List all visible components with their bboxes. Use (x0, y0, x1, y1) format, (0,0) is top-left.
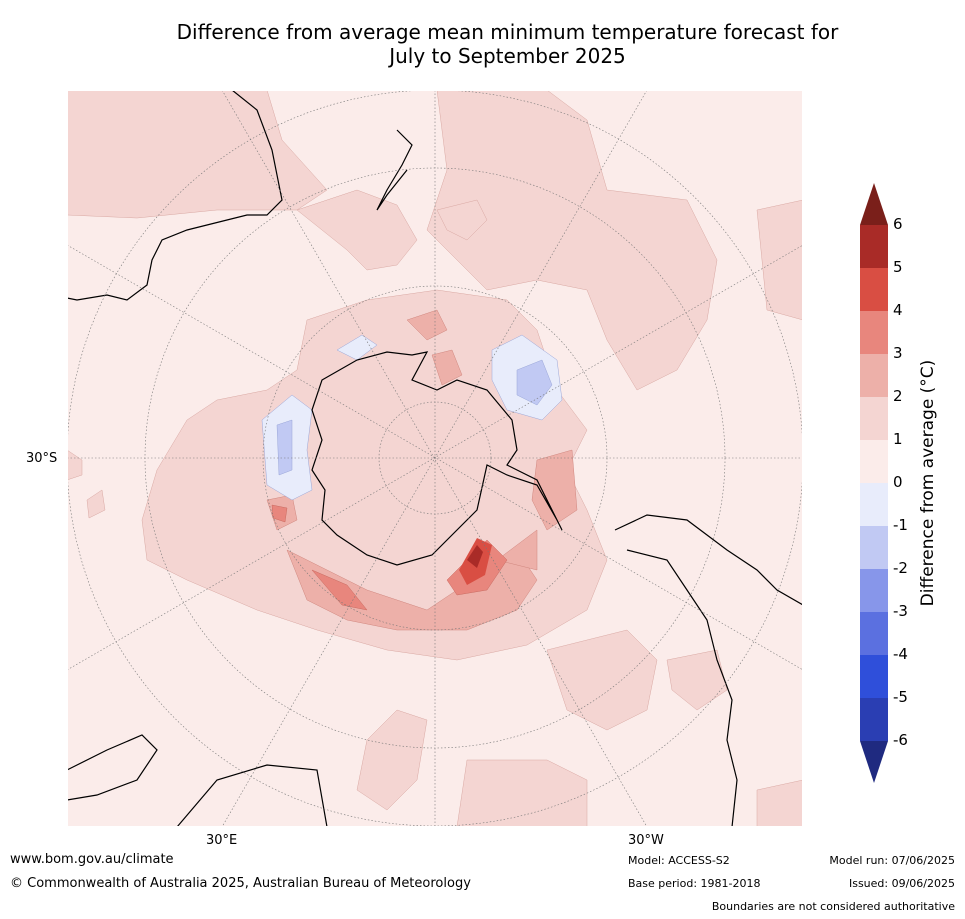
colorbar-bin (860, 311, 888, 354)
lat-label-30s: 30°S (26, 451, 58, 466)
colorbar-bin (860, 268, 888, 311)
footer-copyright: © Commonwealth of Australia 2025, Austra… (10, 876, 471, 891)
colorbar-bin (860, 698, 888, 741)
colorbar-tick-label: 0 (893, 473, 903, 491)
colorbar-tick-label: 1 (893, 430, 903, 448)
colorbar-bin (860, 612, 888, 655)
lon-label-30w: 30°W (628, 833, 664, 848)
colorbar-tick-label: 4 (893, 301, 903, 319)
title-line-1: Difference from average mean minimum tem… (176, 20, 839, 44)
australia-coast (67, 90, 283, 301)
colorbar-tick-label: 3 (893, 344, 903, 362)
colorbar-tick-label: 5 (893, 258, 903, 276)
footer-issued: Issued: 09/06/2025 (848, 877, 955, 890)
coastlines (67, 90, 803, 827)
colorbar-bin (860, 397, 888, 440)
colorbar-tick-label: -6 (893, 731, 908, 749)
chart-title: Difference from average mean minimum tem… (0, 20, 965, 68)
anomaly-negative (261, 334, 563, 501)
lon-label-30e: 30°E (206, 833, 238, 848)
south-america-coast (614, 514, 803, 606)
colorbar-tick-label: -5 (893, 688, 908, 706)
footer-disclaimer: Boundaries are not considered authoritat… (711, 900, 955, 913)
south-america-west (626, 549, 738, 827)
colorbar-tick-label: -1 (893, 516, 908, 534)
title-line-2: July to September 2025 (389, 44, 626, 68)
colorbar-bin (860, 526, 888, 569)
footer-website: www.bom.gov.au/climate (10, 852, 174, 867)
colorbar-extend-bottom (860, 741, 888, 783)
colorbar-bin (860, 655, 888, 698)
colorbar-bin (860, 354, 888, 397)
colorbar-bin (860, 483, 888, 526)
footer-model-run: Model run: 07/06/2025 (829, 854, 955, 867)
colorbar-extend-top (860, 183, 888, 225)
anomaly-4-to-6 (459, 538, 492, 585)
colorbar-tick-label: -4 (893, 645, 908, 663)
colorbar-tick-label: 6 (893, 215, 903, 233)
polar-map (67, 90, 803, 827)
colorbar-tick-label: -3 (893, 602, 908, 620)
footer-base-period: Base period: 1981-2018 (628, 877, 761, 890)
africa-coast (67, 734, 158, 801)
colorbar-label-text: Difference from average (°C) (918, 359, 938, 607)
new-zealand-coast (376, 129, 413, 211)
africa-south (176, 764, 328, 827)
colorbar-tick-label: -2 (893, 559, 908, 577)
colorbar-bin (860, 225, 888, 268)
footer-model: Model: ACCESS-S2 (628, 854, 730, 867)
anomaly-2-to-3 (266, 309, 578, 631)
colorbar-tick-label: 2 (893, 387, 903, 405)
colorbar-bin (860, 440, 888, 483)
colorbar (860, 183, 888, 783)
colorbar-bin (860, 569, 888, 612)
antarctica-coast (311, 351, 563, 566)
